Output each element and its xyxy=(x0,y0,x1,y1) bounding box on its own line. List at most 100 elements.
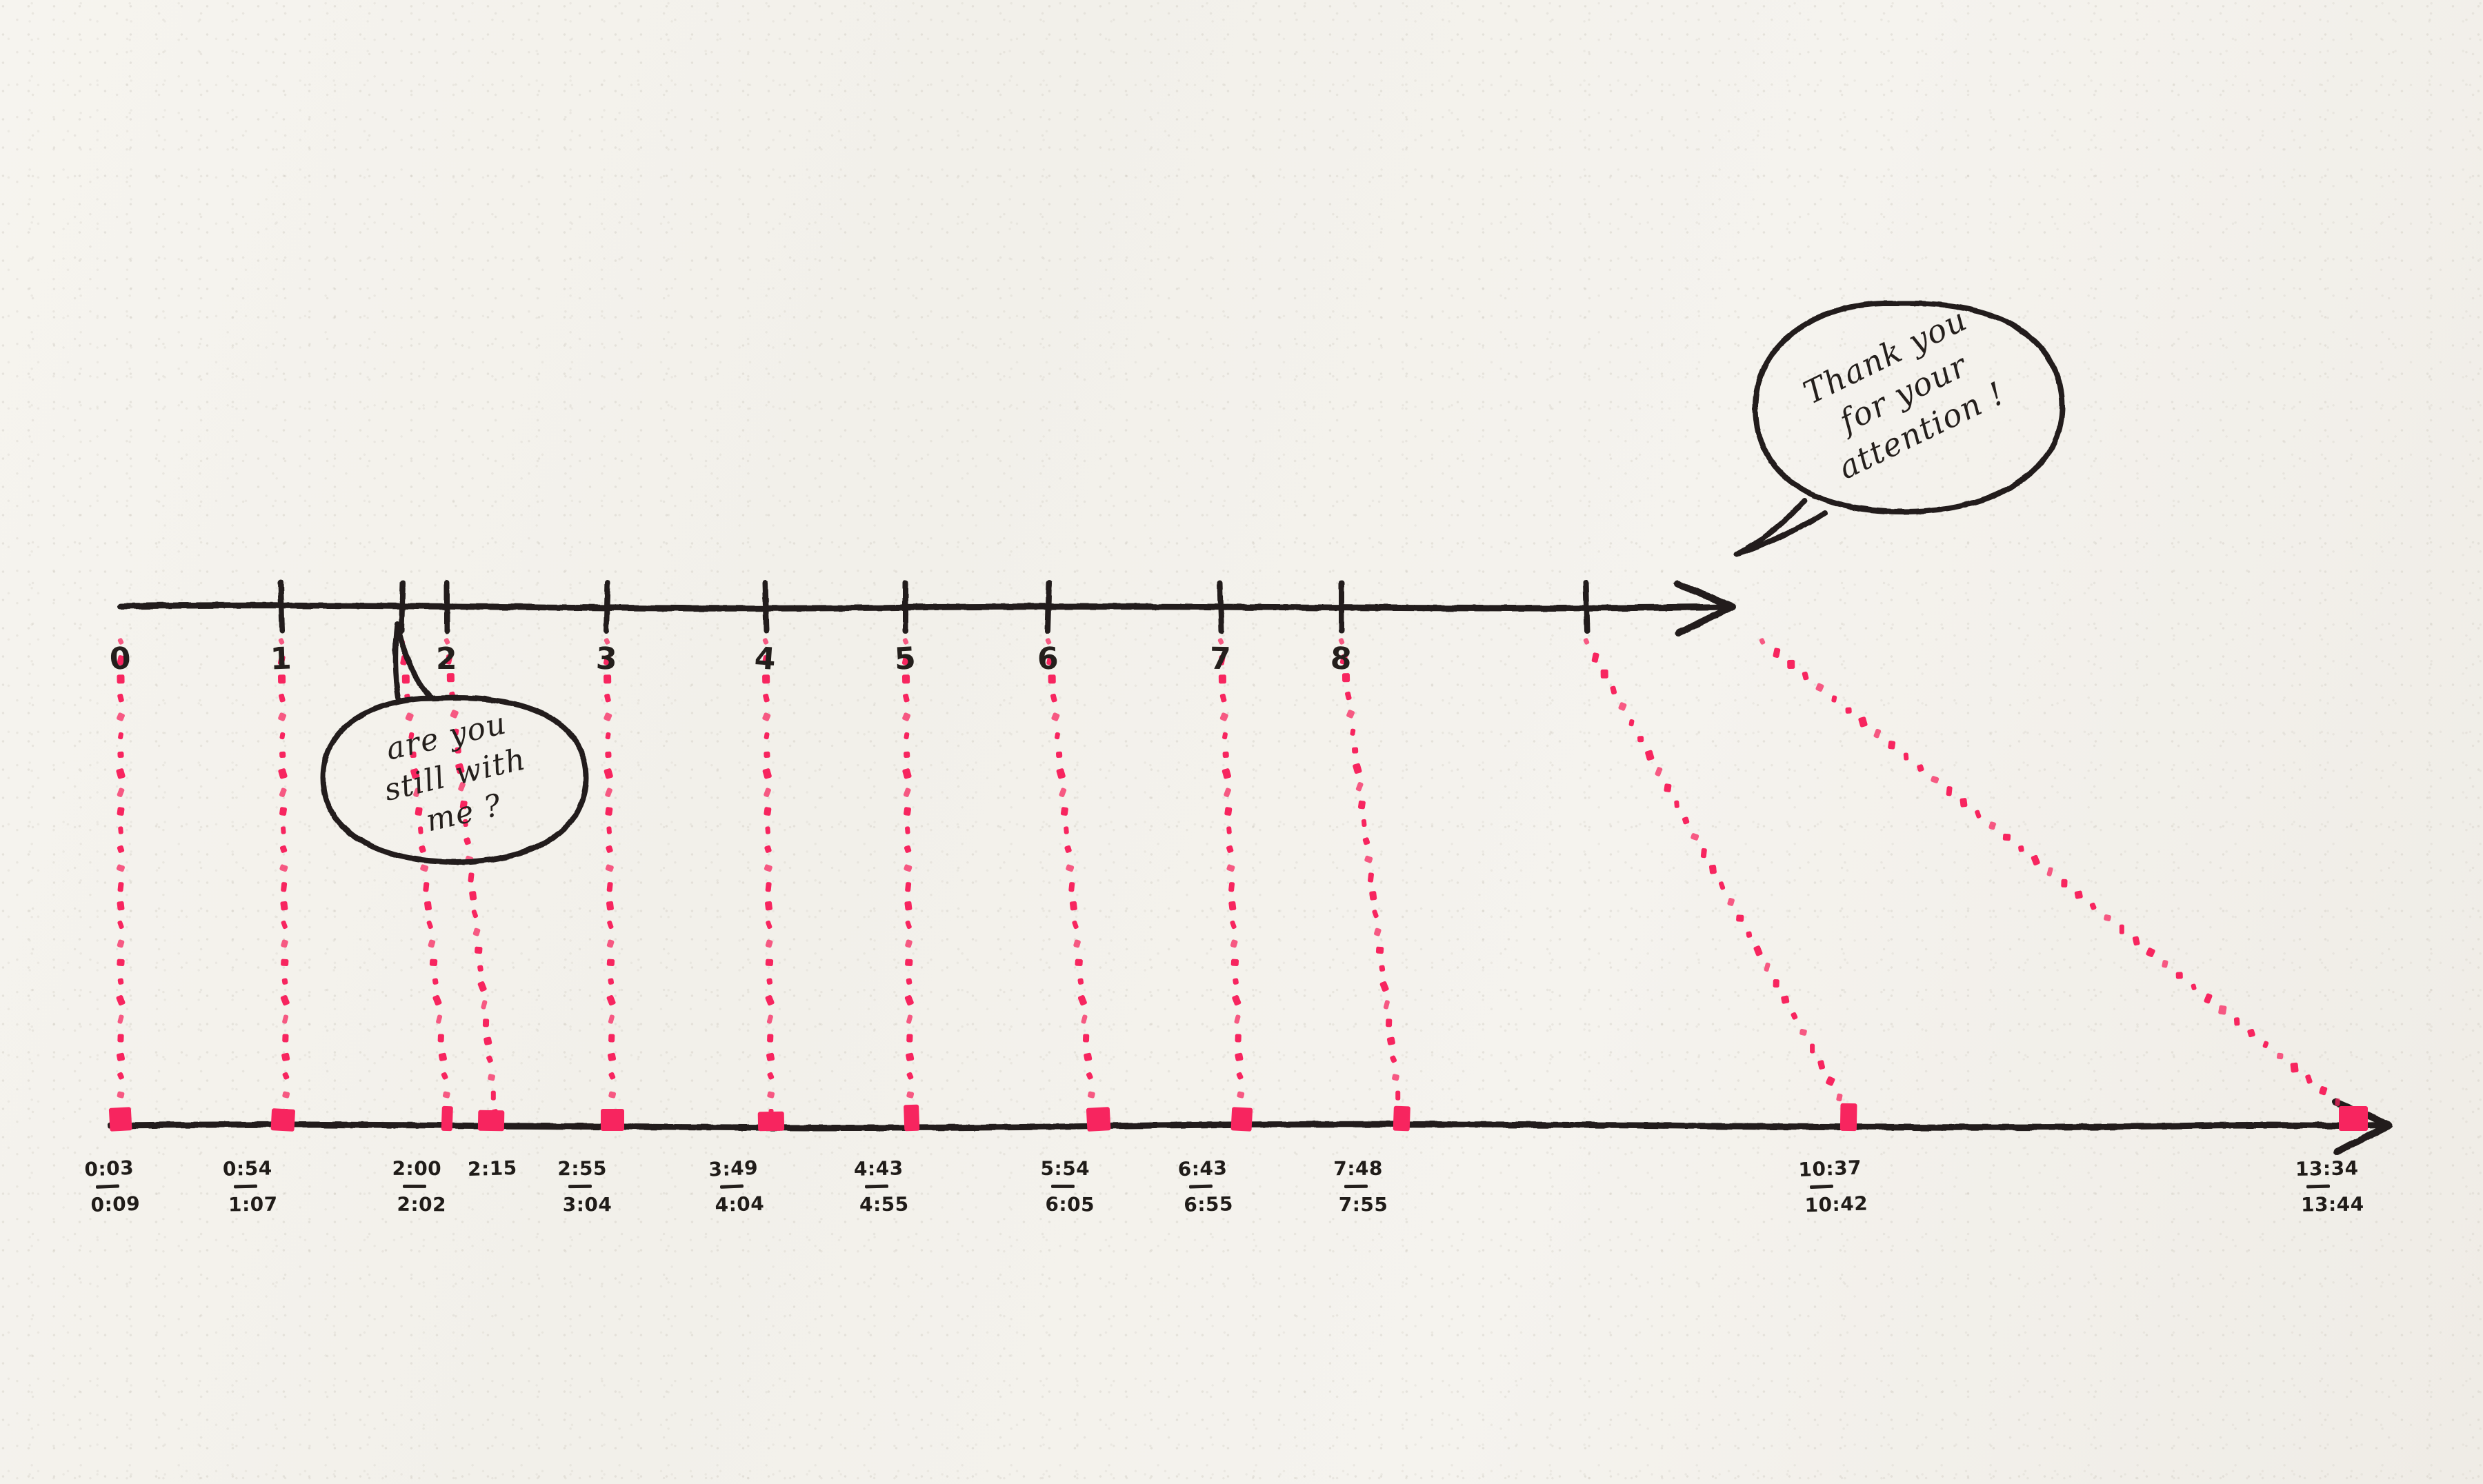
connector-5-dash xyxy=(905,920,912,930)
connector-5-dash xyxy=(903,788,911,797)
connector-6-dash xyxy=(1073,939,1081,948)
connector-3-dash xyxy=(604,768,613,779)
connector-9-dash xyxy=(1664,783,1672,792)
time-end: 4:55 xyxy=(859,1192,909,1216)
connector-8-dash xyxy=(1355,781,1364,792)
connector-3-dash xyxy=(606,882,613,892)
connector-3-dash xyxy=(604,638,610,645)
connector-8-dash xyxy=(1353,763,1362,774)
connector-0-dash xyxy=(117,920,124,930)
connector-7-dash xyxy=(1230,920,1237,930)
connector-2-dash xyxy=(475,946,483,954)
connector-6-dash xyxy=(1051,712,1060,721)
connector-1-dash xyxy=(280,901,288,911)
connector-5-dash xyxy=(902,638,909,645)
connector-9-dash xyxy=(1618,702,1627,711)
connector-1b-dash xyxy=(418,826,423,834)
connector-1-dash xyxy=(279,693,286,703)
connector-3-dash xyxy=(608,1091,617,1099)
time-marker xyxy=(270,1108,295,1132)
connector-1-dash xyxy=(282,1014,289,1024)
connector-10-dash xyxy=(2277,1052,2284,1060)
connector-3-dash xyxy=(608,1014,615,1024)
connector-4-dash xyxy=(767,1034,774,1043)
connector-7-dash xyxy=(1234,1014,1241,1024)
connector-4-dash xyxy=(762,768,772,779)
connector-10-dash xyxy=(1903,752,1909,761)
connector-3-dash xyxy=(605,807,613,816)
connector-1-dash xyxy=(281,1052,290,1061)
time-range-separator xyxy=(568,1184,592,1189)
connector-10-dash xyxy=(2247,1028,2255,1038)
connector-5-dash xyxy=(904,994,914,1006)
axis-tick xyxy=(1217,580,1224,634)
connector-5-dash xyxy=(901,674,910,684)
connector-0-dash xyxy=(117,807,125,816)
connector-4-dash xyxy=(762,638,769,645)
connector-10-dash xyxy=(2290,1062,2299,1073)
connector-5-dash xyxy=(905,959,913,967)
connector-0-dash xyxy=(117,638,124,645)
connector-3-dash xyxy=(605,751,612,759)
connector-4-dash xyxy=(766,978,773,985)
time-end: 13:44 xyxy=(2300,1192,2364,1216)
slide-number-6: 6 xyxy=(1037,641,1059,677)
connector-4-dash xyxy=(765,901,772,911)
connector-0-dash xyxy=(116,1052,126,1061)
connector-4-dash xyxy=(765,939,773,948)
connector-5-dash xyxy=(906,978,913,985)
connector-7-dash xyxy=(1226,864,1235,872)
connector-1-dash xyxy=(279,751,286,759)
connector-4-dash xyxy=(765,882,772,892)
connector-2-dash xyxy=(463,837,471,845)
bubble-are-you-still-with-me xyxy=(320,621,589,865)
connector-1b-dash xyxy=(426,920,433,930)
connector-3-dash xyxy=(608,1034,615,1043)
connector-5-dash xyxy=(905,882,912,892)
connector-7-dash xyxy=(1235,1052,1244,1061)
connector-7-dash xyxy=(1233,978,1239,985)
connector-3-dash xyxy=(606,994,616,1006)
connector-4-dash xyxy=(764,807,772,816)
connector-4-dash xyxy=(766,1014,773,1024)
connector-4-dash xyxy=(764,864,772,872)
connector-7-dash xyxy=(1228,882,1235,892)
connector-5-dash xyxy=(904,751,910,759)
connector-10-dash xyxy=(1888,741,1896,750)
time-end: 4:04 xyxy=(715,1192,765,1217)
connector-1b-dash xyxy=(415,807,423,816)
connector-1b-dash xyxy=(420,864,429,872)
connector-1b-dash xyxy=(438,1052,447,1061)
connector-1-dash xyxy=(278,768,288,779)
connector-7-dash xyxy=(1217,655,1226,665)
connector-4-dash xyxy=(763,693,770,703)
connector-5-dash xyxy=(906,1091,915,1099)
connector-9-dash xyxy=(1691,833,1699,841)
connector-8-dash xyxy=(1352,747,1359,754)
connector-2-dash xyxy=(468,872,475,883)
connector-2-dash xyxy=(490,1090,496,1101)
connector-4-dash xyxy=(764,788,771,797)
connector-1b-dash xyxy=(442,1091,450,1099)
connector-0-dash xyxy=(117,845,125,853)
connector-2-dash xyxy=(483,1036,492,1045)
connector-7-dash xyxy=(1235,1034,1242,1043)
connector-1b-dash xyxy=(405,712,414,721)
connector-2-dash xyxy=(471,910,479,919)
connector-10-dash xyxy=(2262,1041,2269,1048)
connector-1-dash xyxy=(280,994,290,1006)
connector-1-dash xyxy=(282,1091,290,1099)
connector-2-dash xyxy=(463,819,468,828)
connector-4-dash xyxy=(764,751,770,759)
time-range-label: 2:55 3:04 xyxy=(557,1157,613,1216)
time-end: 0:09 xyxy=(90,1192,141,1217)
connector-6-dash xyxy=(1084,1052,1093,1061)
connector-1b-dash xyxy=(441,1072,448,1080)
time-markers xyxy=(108,1103,2368,1132)
connector-2-dash xyxy=(455,763,465,774)
connector-5-dash xyxy=(905,939,913,948)
connector-3-dash xyxy=(604,674,612,684)
connector-9-dash xyxy=(1746,931,1753,938)
connector-6-dash xyxy=(1046,655,1054,665)
connector-5-dash xyxy=(904,864,913,872)
